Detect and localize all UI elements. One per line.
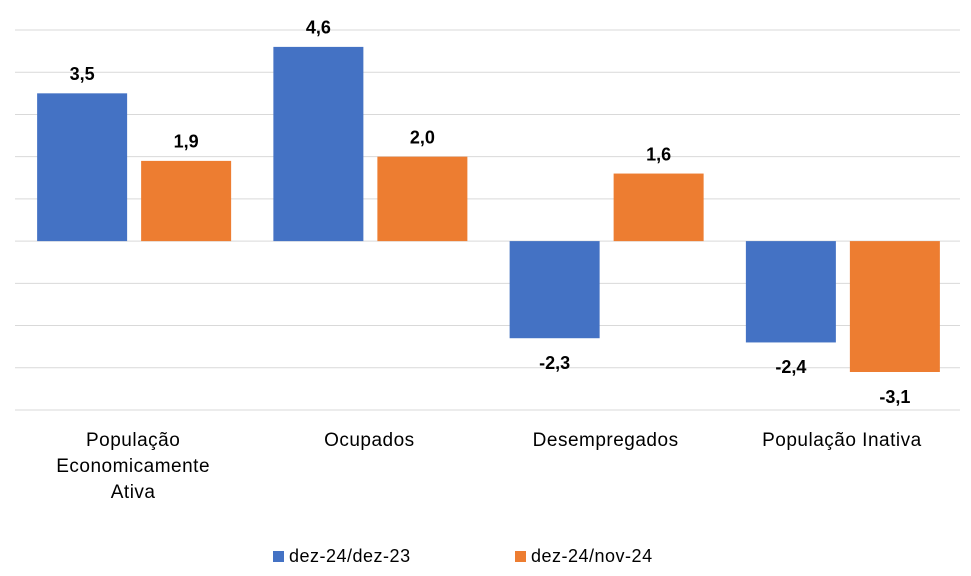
bar (377, 156, 468, 242)
value-label: -2,3 (539, 353, 570, 373)
bar (613, 173, 704, 242)
bar (849, 241, 940, 372)
bar (141, 160, 232, 242)
value-label: 1,9 (174, 132, 199, 152)
bar (509, 241, 600, 339)
legend-swatch (515, 551, 526, 562)
value-label: -2,4 (775, 357, 806, 377)
bar (745, 241, 836, 343)
value-label: -3,1 (879, 387, 910, 407)
value-label: 3,5 (70, 64, 95, 84)
value-label: 1,6 (646, 144, 671, 164)
legend-label: dez-24/nov-24 (531, 546, 653, 566)
x-tick-label: Desempregados (532, 430, 679, 451)
legend-swatch (273, 551, 284, 562)
bar (273, 46, 364, 242)
value-label: 4,6 (306, 18, 331, 38)
x-tick-label: População Inativa (762, 430, 922, 451)
bar (37, 93, 128, 242)
value-label: 2,0 (410, 127, 435, 147)
legend-label: dez-24/dez-23 (289, 546, 411, 566)
x-tick-label: Ocupados (324, 430, 415, 451)
x-tick-label: População Economicamente Ativa (56, 430, 211, 503)
